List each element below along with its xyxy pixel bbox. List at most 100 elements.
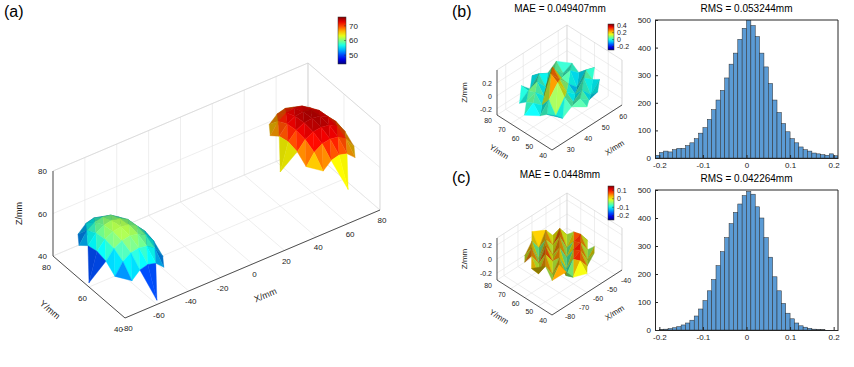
bar (707, 119, 711, 158)
bar (821, 329, 825, 330)
x-tick-label: 40 (314, 243, 323, 252)
z-axis-title: Z/mm (460, 248, 469, 269)
grid-line (308, 63, 380, 125)
bar (825, 330, 829, 331)
y-tick: 0 (647, 326, 658, 335)
colorbar: 506070 (338, 17, 358, 64)
chart-title: MAE = 0.0448mm (520, 169, 600, 180)
surface-facet (547, 114, 563, 118)
colorbar-tick (612, 39, 614, 40)
bar (659, 152, 663, 158)
bar (712, 280, 716, 330)
y-tick-mark (655, 103, 658, 104)
panel-histogram: -0.2-0.100.10.20100200300400500RMS = 0.0… (638, 3, 841, 170)
surface-facet (574, 232, 581, 242)
panel-3d: 304050604050607080-0.200.2X/mmY/mmZ/mm-0… (460, 22, 629, 161)
y-tick-mark (655, 75, 658, 76)
bar (690, 143, 694, 158)
plot-background (655, 20, 838, 158)
wall-edge (53, 63, 308, 171)
grid (53, 63, 380, 318)
surface-facet (140, 264, 157, 300)
y-tick: 300 (638, 71, 658, 80)
x-tick: 0 (745, 155, 750, 170)
y-tick-label: 500 (638, 186, 652, 195)
y-tick-label: 80 (42, 263, 51, 272)
colorbar-tick (344, 40, 346, 41)
bar (751, 26, 755, 158)
surface-facet (525, 103, 541, 116)
surface-facet (319, 110, 328, 116)
z-tick-label: 40 (38, 252, 47, 261)
bar (725, 238, 729, 330)
bar (803, 327, 807, 330)
y-tick-mark (655, 158, 658, 159)
y-tick-label: 70 (498, 291, 506, 298)
surface-facet (329, 125, 338, 139)
colorbar-tick (612, 215, 614, 216)
bar (773, 277, 777, 330)
y-tick-mark (655, 274, 658, 275)
bar (803, 150, 807, 158)
y-tick-label: 0 (647, 154, 652, 163)
colorbar-tick-label: 0.1 (617, 187, 627, 194)
x-axis-line (656, 158, 839, 159)
y-tick-mark (655, 246, 658, 247)
x-tick-label: 0 (252, 270, 257, 279)
x-tick-mark (659, 155, 660, 158)
grid-line (89, 179, 344, 287)
z-tick-label: 0.2 (482, 80, 492, 87)
x-tick: 0.1 (785, 327, 797, 342)
colorbar-tick-label: 0.2 (617, 29, 627, 36)
bar (768, 83, 772, 158)
bar (760, 218, 764, 330)
chart-title: MAE = 0.049407mm (514, 3, 605, 14)
y-tick-label: 40 (114, 325, 123, 334)
y-tick-mark (655, 48, 658, 49)
y-tick: 0 (647, 154, 658, 163)
x-axis-line (656, 330, 839, 331)
surface-facet (573, 261, 587, 277)
x-tick: -0.1 (697, 155, 711, 170)
x-tick-label: -20 (217, 284, 229, 293)
y-tick: 500 (638, 186, 658, 195)
x-tick-mark (659, 327, 660, 330)
surface (520, 61, 600, 118)
colorbar-tick-label: 0.4 (617, 22, 627, 29)
surface-facet (346, 139, 355, 158)
bar (755, 37, 759, 158)
bar (747, 191, 751, 330)
z-tick-label: -0.2 (480, 106, 492, 113)
surface-facet (138, 234, 147, 248)
bar (799, 326, 803, 330)
z-axis-line (497, 238, 498, 280)
surface-facet (137, 226, 146, 235)
x-tick-label: 40 (584, 135, 592, 142)
bar (672, 328, 676, 330)
x-axis: -0.2-0.100.10.2 (653, 155, 840, 170)
y-tick-label: 100 (638, 298, 652, 307)
wall-edge (567, 193, 568, 235)
y-tick: 100 (638, 298, 658, 307)
panel-histogram: -0.2-0.100.10.20100200300400500RMS = 0.0… (638, 173, 841, 342)
y-tick: 300 (638, 242, 658, 251)
bars (659, 191, 825, 330)
surface-facet (556, 97, 565, 118)
bar (790, 139, 794, 158)
frame-top (655, 190, 838, 191)
surface-facet (574, 234, 581, 242)
bar (773, 100, 777, 158)
bar (729, 64, 733, 158)
colorbar-tick-label: -0.1 (617, 204, 629, 211)
x-tick-label: -40 (185, 297, 197, 306)
z-tick-label: 60 (38, 210, 47, 219)
bar (677, 327, 681, 330)
bar (764, 67, 768, 158)
x-tick-mark (834, 155, 835, 158)
bar (751, 194, 755, 330)
bar (777, 291, 781, 330)
bar (690, 320, 694, 330)
bar (829, 154, 833, 158)
surface-facet (526, 92, 535, 103)
panel-3d: -80-70-60-50-404050607080-0.200.2X/mmY/m… (460, 186, 631, 326)
